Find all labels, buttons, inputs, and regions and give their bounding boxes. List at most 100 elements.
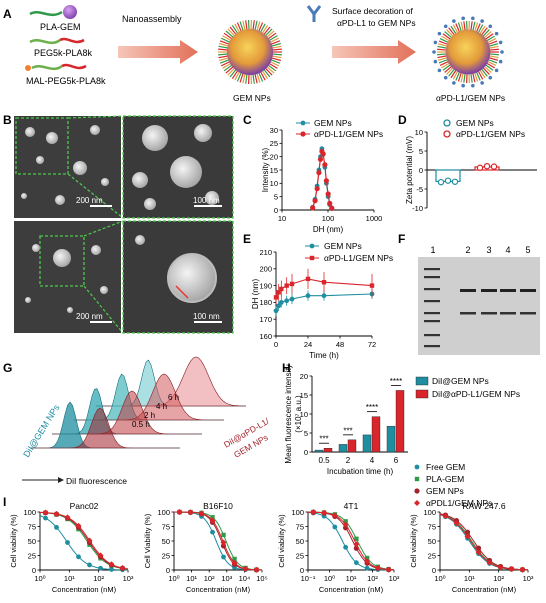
ridge-dii-apdl1 <box>30 407 180 449</box>
np-chain <box>483 65 492 73</box>
legend-marker <box>414 464 420 470</box>
legend-label: GEM NPs <box>426 486 464 496</box>
x-tick-label: 72 <box>368 340 376 349</box>
x-tick-label: 10² <box>93 574 104 583</box>
y-tick-label: 200 <box>259 265 272 274</box>
tem-particle-zoom <box>144 198 156 210</box>
np-chain <box>269 61 280 67</box>
y-tick-label: 15 <box>300 391 308 400</box>
legend-label: αPD-L1/GEM NPs <box>314 129 383 139</box>
dls-point <box>327 200 333 206</box>
y-tick-label: 50 <box>428 537 436 546</box>
x-axis-label: Concentration (nM) <box>186 585 251 594</box>
antibody-dot <box>498 59 503 64</box>
viability-point <box>332 524 338 530</box>
np-chain <box>479 25 486 35</box>
y-axis-label: Cell Viability (%) <box>143 513 152 568</box>
y-tick-label: 5 <box>419 147 423 156</box>
np-chain <box>437 55 447 59</box>
size-point <box>284 298 290 304</box>
np-chain <box>239 21 244 31</box>
np-chain <box>489 55 499 59</box>
viability-point <box>119 565 126 572</box>
np-chain <box>218 53 228 56</box>
uptake-bar <box>395 390 405 453</box>
np-chain <box>258 72 264 82</box>
tem-particle-zoom <box>170 156 202 188</box>
chart-title: B16F10 <box>203 501 233 511</box>
viability-point <box>385 566 392 573</box>
sig-label: *** <box>319 435 328 444</box>
legend-marker <box>443 119 451 127</box>
x-tick-label: 6 <box>394 456 399 465</box>
size-point <box>289 281 295 287</box>
np-chain <box>481 27 488 36</box>
ladder-band <box>424 300 440 303</box>
np-chain <box>455 23 461 33</box>
np-chain <box>438 40 448 45</box>
y-tick-label: 5 <box>304 429 308 438</box>
fit-curve <box>307 512 395 571</box>
np-chain <box>446 67 454 75</box>
viability-point <box>354 536 359 541</box>
np-chain <box>487 38 497 44</box>
sig-label: **** <box>366 403 378 412</box>
size-point <box>278 300 284 305</box>
antibody-dot <box>471 16 475 21</box>
np-chain <box>220 37 231 43</box>
light-chain-band <box>460 312 476 315</box>
tem-particle <box>101 178 109 186</box>
y-tick-label: 75 <box>296 522 304 531</box>
np-chain <box>439 60 449 66</box>
np-chain <box>227 67 235 76</box>
antibody-dot <box>494 68 499 73</box>
legend-label: GEM NPs <box>456 118 494 128</box>
y-tick-label: -10 <box>412 204 423 213</box>
viability-point <box>231 559 238 566</box>
viability-point <box>64 514 71 521</box>
x-tick-label: 10⁰ <box>34 574 45 583</box>
np-chain <box>268 35 278 42</box>
gel-lane-label: 2 <box>465 245 470 255</box>
scale-label-bottom-right: 100 nm <box>193 312 220 321</box>
ridge-time-label: 4 h <box>156 402 167 411</box>
antibody-dot <box>494 31 499 36</box>
x-tick-label: 0 <box>274 340 278 349</box>
x-tick-label: 2 <box>346 456 351 465</box>
y-tick-label: 100 <box>23 508 36 517</box>
tem-particle-zoom <box>205 191 219 205</box>
y-tick-label: 25 <box>28 551 36 560</box>
decoration-arrow-icon <box>332 40 416 64</box>
viability-point <box>210 529 215 535</box>
viability-point <box>75 522 82 529</box>
np-chain <box>439 38 449 44</box>
np-chain <box>463 73 466 83</box>
ladder-band <box>424 312 440 315</box>
ridge-time-label: 2 h <box>144 411 155 420</box>
panel-I-letter: I <box>3 495 6 509</box>
heavy-chain-band <box>500 289 516 292</box>
np-chain <box>485 64 494 71</box>
panel-i-legend: Free GEM PLA-GEM GEM NPs αPDL1/GEM NPs <box>414 462 492 508</box>
y-tick-label: 5 <box>274 192 278 201</box>
np-chain <box>486 62 495 69</box>
y-tick-label: 75 <box>28 522 36 531</box>
y-tick-label: 0 <box>32 566 36 575</box>
uptake-bar <box>323 448 333 453</box>
np-chain <box>489 53 499 56</box>
viability-point <box>220 539 227 546</box>
np-chain <box>256 21 261 31</box>
dls-point <box>320 151 326 157</box>
viability-point <box>97 552 104 559</box>
np-chain <box>271 42 282 47</box>
x-axis-label: Concentration (nM) <box>319 585 384 594</box>
y-tick-label: 0 <box>300 566 304 575</box>
y-tick-label: 180 <box>259 298 272 307</box>
np-chain <box>218 57 229 62</box>
panel-F-letter: F <box>398 232 405 246</box>
np-chain <box>489 45 499 49</box>
np-chain <box>475 71 481 81</box>
x-tick-label: 10³ <box>123 574 134 583</box>
fit-curve <box>439 514 528 571</box>
